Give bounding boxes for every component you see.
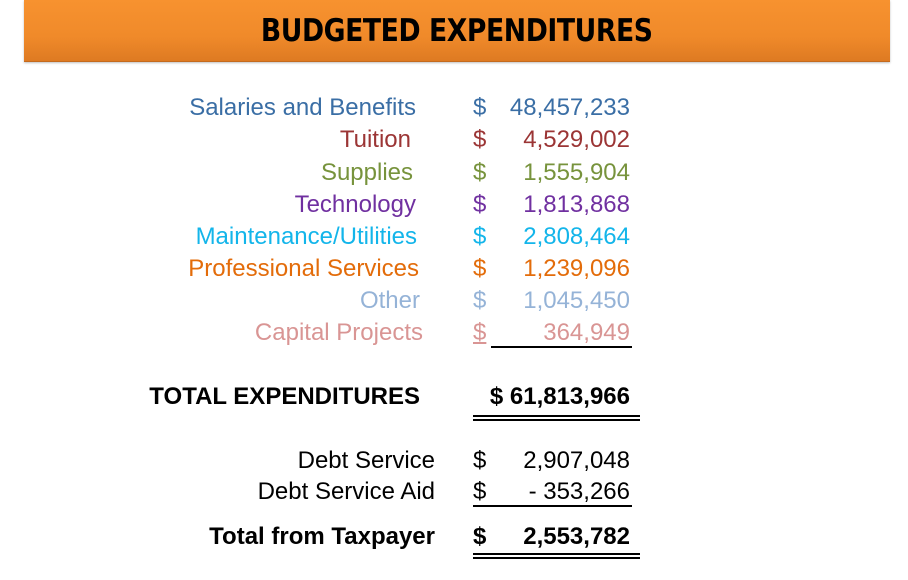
expense-amount: 1,239,096 [523, 255, 630, 282]
debt-underline [473, 505, 632, 507]
expense-amount: 1,555,904 [523, 159, 630, 186]
page-title: BUDGETED EXPENDITURES [261, 12, 653, 49]
debt-service-label: Debt Service [297, 447, 435, 474]
subtotal-underline [491, 346, 632, 348]
currency-symbol: $ [473, 319, 487, 346]
expense-amount: 2,808,464 [523, 223, 630, 250]
expense-label: Other [359, 287, 420, 314]
debt-service-aid-amount: - 353,266 [528, 478, 630, 505]
currency-symbol: $ [473, 126, 487, 153]
expense-label: Salaries and Benefits [189, 94, 416, 121]
taxpayer-double-underline [473, 553, 640, 559]
expense-label: Supplies [320, 159, 413, 186]
currency-symbol: $ [473, 191, 487, 218]
expense-amount: 4,529,002 [523, 126, 630, 153]
currency-symbol: $ [473, 94, 487, 121]
expense-label: Maintenance/Utilities [195, 223, 417, 250]
currency-symbol: $ [473, 447, 487, 474]
expense-label: Capital Projects [254, 319, 423, 346]
currency-symbol: $ [473, 159, 487, 186]
expense-amount: 48,457,233 [509, 94, 630, 121]
expense-label: Technology [294, 191, 416, 218]
expense-amount: 364,949 [543, 319, 630, 346]
currency-symbol: $ [473, 255, 487, 282]
total-expenditures-value: $ 61,813,966 [489, 383, 630, 410]
expense-amount: 1,045,450 [523, 287, 630, 314]
expense-label: Tuition [339, 126, 411, 153]
debt-service-aid-label: Debt Service Aid [257, 478, 435, 505]
currency-symbol: $ [473, 223, 487, 250]
total-taxpayer-label: Total from Taxpayer [209, 523, 435, 550]
expense-amount: 1,813,868 [523, 191, 630, 218]
total-double-underline [473, 415, 640, 421]
currency-symbol: $ [473, 287, 487, 314]
debt-service-amount: 2,907,048 [523, 447, 630, 474]
currency-symbol: $ [473, 523, 487, 550]
title-banner: BUDGETED EXPENDITURES [24, 0, 890, 62]
total-expenditures-label: TOTAL EXPENDITURES [149, 383, 420, 410]
total-taxpayer-amount: 2,553,782 [523, 523, 630, 550]
expense-label: Professional Services [188, 255, 419, 282]
currency-symbol: $ [473, 478, 487, 505]
